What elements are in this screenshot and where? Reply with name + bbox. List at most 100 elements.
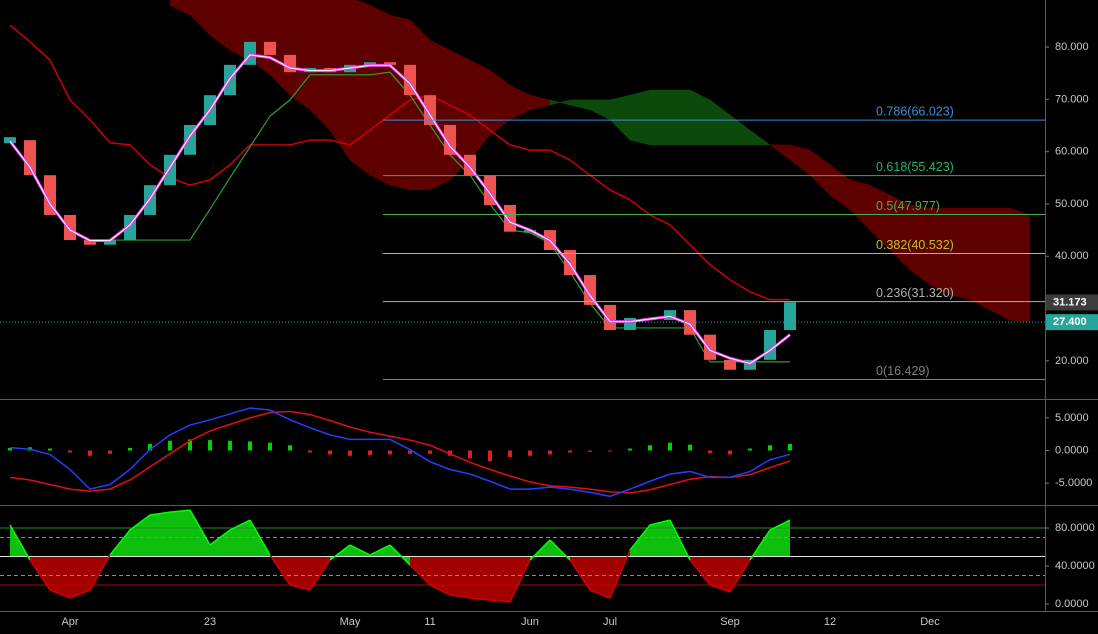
oscillator-fill — [490, 556, 510, 603]
histogram-bar — [528, 450, 532, 456]
price-panel: 0.786(66.023) 0.618(55.423) 0.5(47.977) 0.3… — [0, 0, 1045, 381]
cloud-segment — [989, 207, 1011, 321]
oscillator-fill — [150, 512, 170, 557]
baseline-line — [9, 24, 790, 301]
histogram-bar — [88, 450, 92, 456]
oscillator-line — [329, 544, 351, 561]
histogram-bar — [188, 439, 192, 451]
oscillator-line — [229, 519, 251, 531]
oscillator-line — [129, 514, 151, 531]
oscillator-line — [489, 599, 511, 603]
oscillator-line — [429, 584, 451, 596]
oscillator-fill — [710, 556, 730, 593]
oscillator-line — [669, 519, 691, 561]
oscillator-fill — [190, 510, 210, 557]
x-tick-label: Dec — [920, 616, 940, 628]
histogram-bar — [788, 444, 792, 451]
renko-brick — [264, 41, 276, 55]
cloud-segment — [629, 89, 651, 146]
renko-brick — [444, 124, 456, 155]
y-tick-label: 20.000 — [1055, 355, 1089, 367]
cloud-segment — [749, 129, 771, 146]
histogram-bar — [168, 440, 172, 451]
histogram-bar — [728, 450, 732, 455]
renko-brick — [24, 140, 36, 176]
histogram-bar — [8, 447, 12, 451]
oscillator-line — [589, 589, 611, 599]
oscillator-line — [649, 519, 671, 526]
oscillator-fill — [230, 520, 250, 557]
conversion-line — [90, 71, 790, 363]
renko-brick — [44, 175, 56, 215]
oscillator-line — [469, 597, 491, 601]
ma-line-core — [9, 54, 791, 365]
oscillator-line — [749, 529, 771, 561]
oscillator-line — [109, 529, 131, 556]
y-tick-label: 70.000 — [1055, 93, 1089, 105]
histogram-bar — [768, 445, 772, 451]
renko-brick — [704, 334, 716, 360]
histogram-bar — [408, 450, 412, 454]
cloud-segment — [689, 89, 711, 146]
histogram-bar — [368, 450, 372, 456]
histogram-bar — [388, 450, 392, 455]
cloud-segment — [669, 89, 691, 146]
oscillator-line — [189, 509, 211, 546]
histogram-bar — [508, 450, 512, 458]
cloud-segment — [649, 89, 671, 146]
histogram-bar — [608, 450, 612, 452]
histogram-bar — [348, 450, 352, 456]
y-tick-label: 80.0000 — [1055, 522, 1095, 534]
renko-brick — [784, 302, 796, 331]
renko-brick — [724, 359, 736, 370]
cloud-segment — [329, 0, 351, 161]
oscillator-line — [409, 564, 431, 586]
oscillator-fill — [210, 530, 230, 557]
fib-label: 0(16.429) — [876, 364, 930, 378]
oscillator-line — [509, 559, 531, 603]
cloud-segment — [309, 0, 331, 131]
histogram-bar — [208, 440, 212, 451]
oscillator-line — [309, 559, 331, 591]
y-tick-label: 0.0000 — [1055, 444, 1089, 456]
renko-brick — [384, 62, 396, 65]
oscillator-fill — [290, 556, 310, 591]
histogram-bar — [708, 450, 712, 454]
oscillator-line — [169, 509, 191, 513]
price-tag-label: 31.173 — [1053, 296, 1087, 308]
renko-brick — [84, 240, 96, 245]
histogram-bar — [308, 450, 312, 453]
renko-brick — [764, 330, 776, 360]
oscillator-line — [349, 544, 371, 556]
oscillator-line — [549, 539, 571, 561]
fib-label: 0.618(55.423) — [876, 160, 954, 174]
histogram-bar — [328, 450, 332, 455]
histogram-bar — [568, 450, 572, 453]
x-tick-label: Apr — [61, 616, 78, 628]
oscillator-line — [389, 544, 411, 566]
oscillator-line — [609, 549, 631, 599]
histogram-bar — [48, 448, 52, 451]
oscillator-fill — [50, 556, 70, 599]
histogram-bar — [128, 447, 132, 451]
oscillator-fill — [70, 556, 90, 599]
renko-brick — [104, 240, 116, 245]
histogram-bar — [648, 445, 652, 451]
signal-line — [9, 410, 791, 494]
oscillator-fill — [130, 515, 150, 557]
histogram-bar — [628, 448, 632, 451]
oscillator-line — [529, 539, 551, 561]
histogram-bar — [488, 450, 492, 461]
x-tick-label: Jul — [603, 616, 617, 628]
cloud-segment — [209, 0, 231, 51]
renko-brick — [364, 62, 376, 65]
fib-label: 0.382(40.532) — [876, 238, 954, 252]
cloud-segment — [369, 4, 391, 186]
oscillator-line — [249, 519, 271, 556]
oscillator-fill — [410, 556, 430, 586]
fib-label: 0.5(47.977) — [876, 199, 940, 213]
x-tick-label: 12 — [824, 616, 836, 628]
y-tick-label: 60.000 — [1055, 146, 1089, 158]
oscillator-fill — [770, 520, 790, 557]
